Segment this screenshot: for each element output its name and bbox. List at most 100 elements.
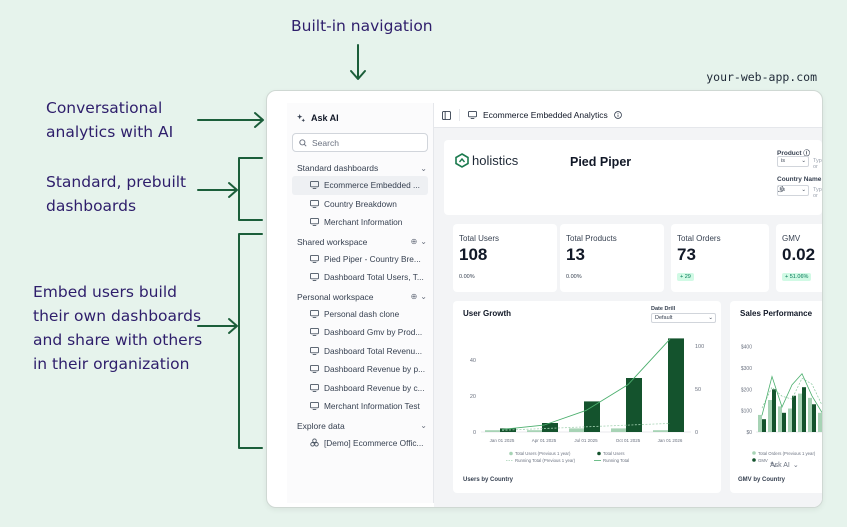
sidebar-item-label: Dashboard Total Users, T... bbox=[324, 272, 424, 283]
bar-previous-year bbox=[485, 430, 501, 432]
std-bracket bbox=[238, 157, 263, 221]
sidebar-item-pied-piper-country[interactable]: Pied Piper - Country Bre... bbox=[287, 250, 433, 269]
date-drill-select[interactable]: Default ⌄ bbox=[651, 313, 716, 323]
add-icon[interactable]: ⊕ bbox=[410, 292, 418, 301]
user-growth-chart: 0 20 40 0 50 100 Jan 01 2025 Apr 01 2025 Jul 01 … bbox=[470, 338, 704, 463]
monitor-icon bbox=[310, 346, 319, 355]
ask-ai-button[interactable]: Ask AI bbox=[287, 103, 433, 129]
sidebar-item-ecommerce-embedded[interactable]: Ecommerce Embedded ... bbox=[292, 176, 428, 195]
x-tick-label: Oct 01 2025 bbox=[616, 438, 641, 443]
sidebar-item-country-breakdown[interactable]: Country Breakdown bbox=[287, 195, 433, 214]
sidebar-toggle-icon[interactable] bbox=[442, 110, 451, 120]
bar-gmv bbox=[792, 395, 796, 432]
bar-total-orders-previous bbox=[768, 400, 772, 432]
bar-total-orders-previous bbox=[808, 397, 812, 432]
filter-product-input[interactable]: Type or bbox=[813, 158, 822, 170]
y-tick-label-left: 0 bbox=[473, 430, 476, 436]
y-tick-label: $300 bbox=[741, 366, 752, 372]
filter-product-operator[interactable]: is ⌄ bbox=[777, 156, 809, 167]
legend-label: Running Total bbox=[603, 458, 629, 463]
monitor-icon bbox=[310, 273, 319, 282]
ask-ai-floating[interactable]: Ask AI ⌄ bbox=[770, 461, 799, 469]
bar-total-users bbox=[500, 428, 516, 432]
kpi-gmv[interactable]: GMV 0.02 + 51.06% bbox=[776, 224, 822, 292]
section-explore-data[interactable]: Explore data ⌄ bbox=[287, 416, 433, 434]
line-trend-previous bbox=[761, 377, 822, 409]
chevron-down-icon[interactable]: ⌄ bbox=[420, 237, 427, 246]
section-title: Explore data bbox=[297, 420, 345, 431]
sidebar-item-demo-ecommerce[interactable]: [Demo] Ecommerce Offic... bbox=[287, 434, 433, 453]
bar-gmv bbox=[782, 412, 786, 432]
kpi-value: 0.02 bbox=[782, 245, 816, 264]
line-trend bbox=[761, 373, 822, 416]
sidebar-item-dashboard-total-users[interactable]: Dashboard Total Users, T... bbox=[287, 268, 433, 287]
kpi-change: 0.00% bbox=[459, 274, 475, 280]
search-input[interactable]: Search bbox=[292, 133, 428, 152]
bar-total-orders-previous bbox=[798, 393, 802, 432]
callout-line: dashboards bbox=[46, 197, 137, 215]
search-placeholder: Search bbox=[312, 137, 339, 148]
bar-gmv bbox=[762, 419, 766, 432]
legend-swatch bbox=[752, 458, 756, 462]
chevron-down-icon[interactable]: ⌄ bbox=[420, 163, 427, 173]
bar-gmv bbox=[812, 404, 816, 432]
bar-total-users bbox=[584, 401, 600, 432]
sidebar-item-merchant-information-test[interactable]: Merchant Information Test bbox=[287, 397, 433, 416]
nav-arrow-head bbox=[350, 70, 366, 80]
date-drill-label: Date Drill bbox=[651, 306, 676, 312]
chevron-down-icon: ⌄ bbox=[801, 158, 806, 164]
std-arrow-head bbox=[228, 182, 238, 198]
kpi-total-orders[interactable]: Total Orders 73 + 29 bbox=[671, 224, 769, 292]
bar-total-orders-previous bbox=[788, 408, 792, 432]
filter-country-input[interactable]: Type or bbox=[813, 187, 822, 199]
kpi-title: Total Orders bbox=[677, 234, 721, 243]
user-growth-panel[interactable]: User Growth Date Drill Default ⌄ 0 20 40 0 50… bbox=[453, 301, 721, 493]
add-icon[interactable]: ⊕ bbox=[410, 237, 418, 246]
sidebar-item-label: Dashboard Total Revenu... bbox=[324, 345, 423, 356]
sidebar-item-dashboard-gmv[interactable]: Dashboard Gmv by Prod... bbox=[287, 323, 433, 342]
callout-line: and share with others bbox=[33, 331, 203, 349]
ask-ai-label: Ask AI bbox=[311, 113, 339, 123]
x-tick-label: Jul 01 2025 bbox=[574, 438, 598, 443]
sidebar-item-label: Dashboard Revenue by p... bbox=[324, 364, 426, 375]
legend-label: Total Users (Previous 1 year) bbox=[515, 451, 571, 456]
sidebar-item-dashboard-total-revenue[interactable]: Dashboard Total Revenu... bbox=[287, 342, 433, 361]
sidebar-item-label: Pied Piper - Country Bre... bbox=[324, 253, 421, 264]
sales-performance-panel[interactable]: Sales Performance $0 $100 $200 $300 $400 Tota… bbox=[730, 301, 823, 493]
chevron-down-icon[interactable]: ⌄ bbox=[420, 421, 427, 430]
dashboard-topbar: Ecommerce Embedded Analytics bbox=[434, 103, 822, 128]
filter-op-text: is bbox=[781, 158, 785, 164]
header-card: holistics Pied Piper Product ⓘ is ⌄ Type… bbox=[444, 140, 822, 215]
sidebar-item-label: Personal dash clone bbox=[324, 308, 400, 319]
bar-gmv bbox=[822, 417, 823, 432]
filter-country-operator[interactable]: is ⌄ bbox=[777, 185, 809, 196]
users-by-country-title: Users by Country bbox=[463, 477, 514, 483]
section-shared-workspace[interactable]: Shared workspace ⊕ ⌄ bbox=[287, 232, 433, 250]
sidebar: Ask AI Search Standard dashboards ⌄ Ecom… bbox=[287, 103, 434, 503]
sparkle-icon bbox=[297, 113, 306, 122]
sidebar-item-merchant-information[interactable]: Merchant Information bbox=[287, 213, 433, 232]
gmv-by-country-title: GMV by Country bbox=[738, 477, 786, 483]
monitor-icon bbox=[310, 402, 319, 411]
callout-line: Conversational bbox=[46, 99, 163, 117]
section-standard-dashboards[interactable]: Standard dashboards ⌄ bbox=[287, 158, 433, 176]
sidebar-item-dashboard-revenue-c[interactable]: Dashboard Revenue by c... bbox=[287, 379, 433, 398]
filter-label-text: Country Name bbox=[777, 176, 822, 183]
sidebar-item-dashboard-revenue-p[interactable]: Dashboard Revenue by p... bbox=[287, 360, 433, 379]
sidebar-item-personal-dash-clone[interactable]: Personal dash clone bbox=[287, 305, 433, 324]
embed-bracket bbox=[238, 233, 263, 449]
kpi-total-products[interactable]: Total Products 13 0.00% bbox=[560, 224, 664, 292]
section-personal-workspace[interactable]: Personal workspace ⊕ ⌄ bbox=[287, 287, 433, 305]
chevron-down-icon[interactable]: ⌄ bbox=[420, 292, 427, 301]
holistics-logo: holistics bbox=[455, 153, 518, 168]
kpi-total-users[interactable]: Total Users 108 0.00% bbox=[453, 224, 557, 292]
section-title: Personal workspace bbox=[297, 291, 374, 302]
info-icon[interactable] bbox=[613, 111, 622, 119]
sparkle-icon bbox=[770, 461, 777, 468]
callout-line: Standard, prebuilt bbox=[46, 173, 187, 191]
kpi-change: 0.00% bbox=[566, 274, 582, 280]
monitor-icon bbox=[310, 383, 319, 392]
bar-previous-year bbox=[527, 430, 543, 432]
x-tick-label: Jan 01 2025 bbox=[490, 438, 515, 443]
callout-line: in their organization bbox=[33, 355, 190, 373]
